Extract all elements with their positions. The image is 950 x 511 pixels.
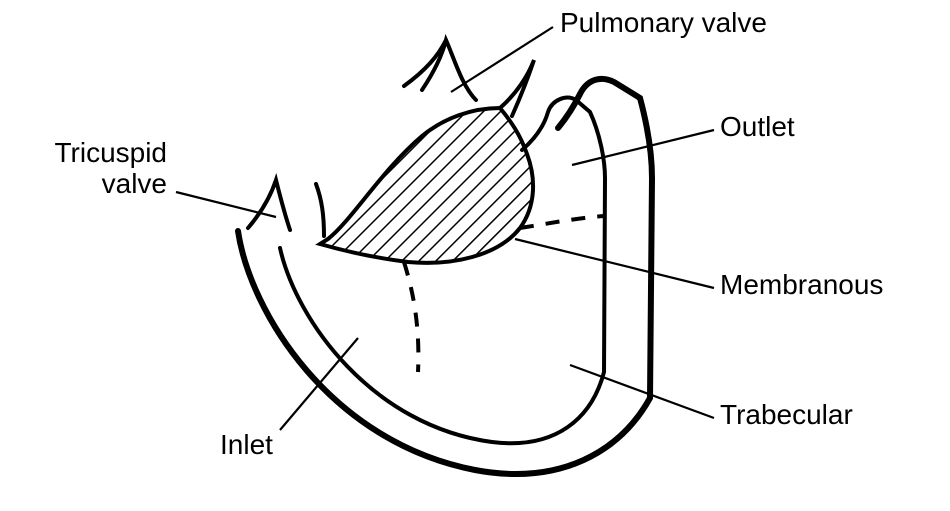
tricuspid-cusp-right: [316, 184, 324, 236]
leader-outlet: [572, 130, 714, 165]
pulmonary-cusp-left: [404, 40, 476, 100]
pulmonary-cusp-right: [500, 60, 534, 116]
label-trabecular: Trabecular: [720, 400, 853, 431]
label-pulmonary-valve: Pulmonary valve: [560, 8, 767, 39]
leader-membranous: [515, 239, 714, 288]
tricuspid-cusp-left: [248, 180, 290, 230]
label-tricuspid-valve: Tricuspid valve: [7, 138, 167, 200]
membranous-region: [320, 108, 533, 263]
label-inlet: Inlet: [220, 430, 273, 461]
ventricular-septum-diagram: [0, 0, 950, 511]
dash-trabecular-outlet: [520, 216, 604, 228]
leader-pulmonary-valve: [451, 27, 553, 92]
dash-inlet-trabecular: [404, 262, 418, 372]
label-outlet: Outlet: [720, 112, 795, 143]
leader-tricuspid-valve: [176, 192, 276, 217]
label-membranous: Membranous: [720, 270, 883, 301]
